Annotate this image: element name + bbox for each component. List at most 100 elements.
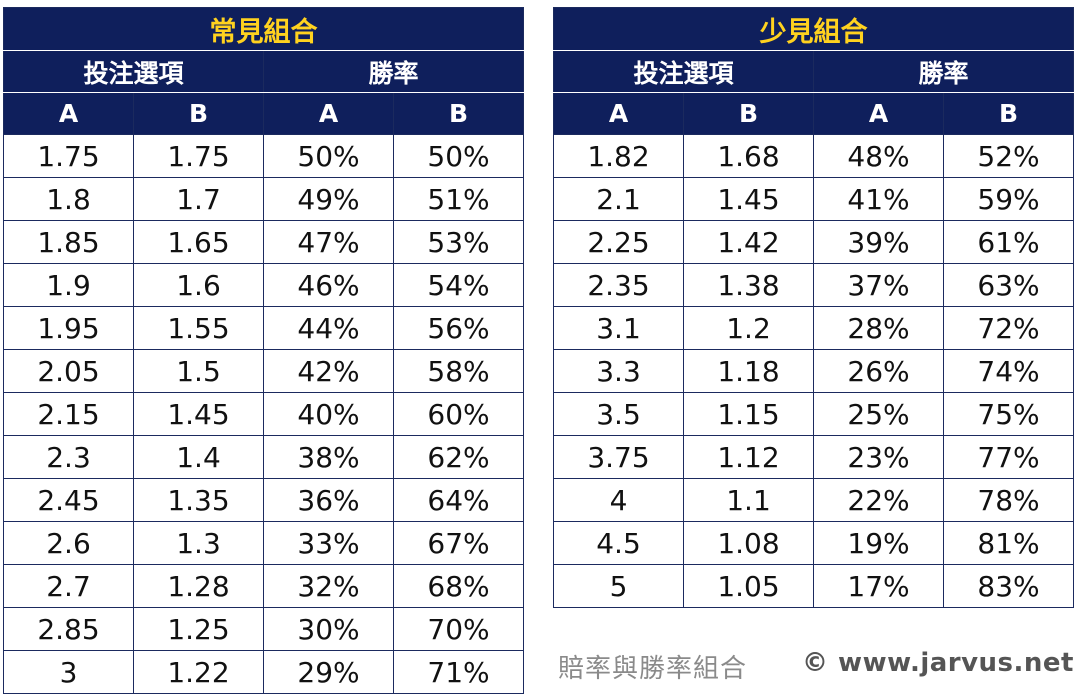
common-combos-body: 常見組合 投注選項 勝率 A B A B 1.75 1.75 50% 50% 1.8 1.… — [3, 7, 524, 694]
sub-header-odds-b: B — [683, 92, 814, 135]
cell-odds-b: 1.42 — [683, 220, 814, 264]
cell-win-rate-a: 37% — [813, 263, 944, 307]
cell-win-rate-b: 63% — [943, 263, 1074, 307]
cell-win-rate-a: 22% — [813, 478, 944, 522]
cell-odds-b: 1.38 — [683, 263, 814, 307]
table-row: 2.25 1.42 39% 61% — [553, 220, 1074, 264]
cell-win-rate-a: 50% — [263, 134, 394, 178]
cell-win-rate-b: 72% — [943, 306, 1074, 350]
table-row: 1.85 1.65 47% 53% — [3, 220, 524, 264]
cell-win-rate-b: 67% — [393, 521, 524, 565]
cell-odds-a: 1.9 — [3, 263, 134, 307]
cell-odds-a: 5 — [553, 564, 684, 608]
cell-odds-a: 3.1 — [553, 306, 684, 350]
table-row: 1.9 1.6 46% 54% — [3, 263, 524, 307]
table-row: 3 1.22 29% 71% — [3, 650, 524, 694]
cell-odds-b: 1.22 — [133, 650, 264, 694]
cell-odds-b: 1.35 — [133, 478, 264, 522]
cell-odds-b: 1.6 — [133, 263, 264, 307]
cell-win-rate-a: 36% — [263, 478, 394, 522]
cell-win-rate-b: 75% — [943, 392, 1074, 436]
cell-win-rate-b: 81% — [943, 521, 1074, 565]
cell-odds-a: 2.7 — [3, 564, 134, 608]
table-row: 3.75 1.12 23% 77% — [553, 435, 1074, 479]
cell-odds-a: 4.5 — [553, 521, 684, 565]
table-row: 1.75 1.75 50% 50% — [3, 134, 524, 178]
cell-odds-b: 1.45 — [133, 392, 264, 436]
cell-win-rate-b: 78% — [943, 478, 1074, 522]
group-header-win-rate: 勝率 — [813, 50, 1074, 93]
table-row: 2.1 1.45 41% 59% — [553, 177, 1074, 221]
cell-odds-b: 1.18 — [683, 349, 814, 393]
cell-win-rate-b: 51% — [393, 177, 524, 221]
cell-odds-a: 2.15 — [3, 392, 134, 436]
cell-win-rate-b: 54% — [393, 263, 524, 307]
rare-combos-body: 少見組合 投注選項 勝率 A B A B 1.82 1.68 48% 52% 2.1 1.… — [553, 7, 1074, 608]
copyright-credit: © www.jarvus.net — [802, 648, 1074, 678]
cell-win-rate-a: 30% — [263, 607, 394, 651]
cell-win-rate-a: 44% — [263, 306, 394, 350]
cell-win-rate-a: 39% — [813, 220, 944, 264]
sub-header-odds-a: A — [3, 92, 134, 135]
cell-win-rate-a: 23% — [813, 435, 944, 479]
cell-odds-b: 1.08 — [683, 521, 814, 565]
cell-odds-a: 3.3 — [553, 349, 684, 393]
table-row: 2.35 1.38 37% 63% — [553, 263, 1074, 307]
sub-header-rate-b: B — [943, 92, 1074, 135]
cell-win-rate-b: 74% — [943, 349, 1074, 393]
cell-win-rate-b: 68% — [393, 564, 524, 608]
group-header-bet-options: 投注選項 — [553, 50, 814, 93]
cell-odds-a: 1.85 — [3, 220, 134, 264]
cell-win-rate-a: 26% — [813, 349, 944, 393]
table-row: 3.3 1.18 26% 74% — [553, 349, 1074, 393]
cell-win-rate-b: 52% — [943, 134, 1074, 178]
cell-win-rate-a: 47% — [263, 220, 394, 264]
table-row: 3.5 1.15 25% 75% — [553, 392, 1074, 436]
cell-win-rate-b: 83% — [943, 564, 1074, 608]
cell-win-rate-a: 25% — [813, 392, 944, 436]
cell-win-rate-a: 28% — [813, 306, 944, 350]
cell-odds-a: 2.35 — [553, 263, 684, 307]
common-combos-table: 常見組合 投注選項 勝率 A B A B 1.75 1.75 50% 50% 1.8 1.… — [3, 7, 524, 694]
cell-odds-b: 1.28 — [133, 564, 264, 608]
table-row: 4 1.1 22% 78% — [553, 478, 1074, 522]
cell-odds-a: 2.05 — [3, 349, 134, 393]
cell-odds-b: 1.75 — [133, 134, 264, 178]
cell-win-rate-b: 71% — [393, 650, 524, 694]
cell-odds-b: 1.12 — [683, 435, 814, 479]
cell-win-rate-a: 17% — [813, 564, 944, 608]
table-row: 2.85 1.25 30% 70% — [3, 607, 524, 651]
table-row: 5 1.05 17% 83% — [553, 564, 1074, 608]
table-row: 1.95 1.55 44% 56% — [3, 306, 524, 350]
cell-odds-a: 2.6 — [3, 521, 134, 565]
cell-odds-a: 3.5 — [553, 392, 684, 436]
cell-odds-b: 1.25 — [133, 607, 264, 651]
image-caption: 賠率與勝率組合 © www.jarvus.net — [558, 646, 1078, 690]
cell-win-rate-b: 59% — [943, 177, 1074, 221]
table-title: 少見組合 — [553, 7, 1074, 51]
cell-win-rate-b: 50% — [393, 134, 524, 178]
cell-win-rate-b: 64% — [393, 478, 524, 522]
cell-odds-b: 1.05 — [683, 564, 814, 608]
cell-odds-a: 1.82 — [553, 134, 684, 178]
cell-odds-b: 1.65 — [133, 220, 264, 264]
cell-win-rate-b: 58% — [393, 349, 524, 393]
cell-win-rate-b: 77% — [943, 435, 1074, 479]
table-row: 2.6 1.3 33% 67% — [3, 521, 524, 565]
caption-title: 賠率與勝率組合 — [558, 654, 748, 684]
cell-odds-a: 1.75 — [3, 134, 134, 178]
cell-win-rate-a: 29% — [263, 650, 394, 694]
table-row: 2.3 1.4 38% 62% — [3, 435, 524, 479]
cell-win-rate-b: 62% — [393, 435, 524, 479]
table-title: 常見組合 — [3, 7, 524, 51]
cell-odds-a: 2.1 — [553, 177, 684, 221]
cell-odds-a: 1.8 — [3, 177, 134, 221]
cell-odds-b: 1.15 — [683, 392, 814, 436]
cell-win-rate-a: 38% — [263, 435, 394, 479]
sub-header-rate-b: B — [393, 92, 524, 135]
cell-odds-b: 1.3 — [133, 521, 264, 565]
table-row: 4.5 1.08 19% 81% — [553, 521, 1074, 565]
cell-win-rate-a: 46% — [263, 263, 394, 307]
table-row: 2.45 1.35 36% 64% — [3, 478, 524, 522]
table-row: 3.1 1.2 28% 72% — [553, 306, 1074, 350]
